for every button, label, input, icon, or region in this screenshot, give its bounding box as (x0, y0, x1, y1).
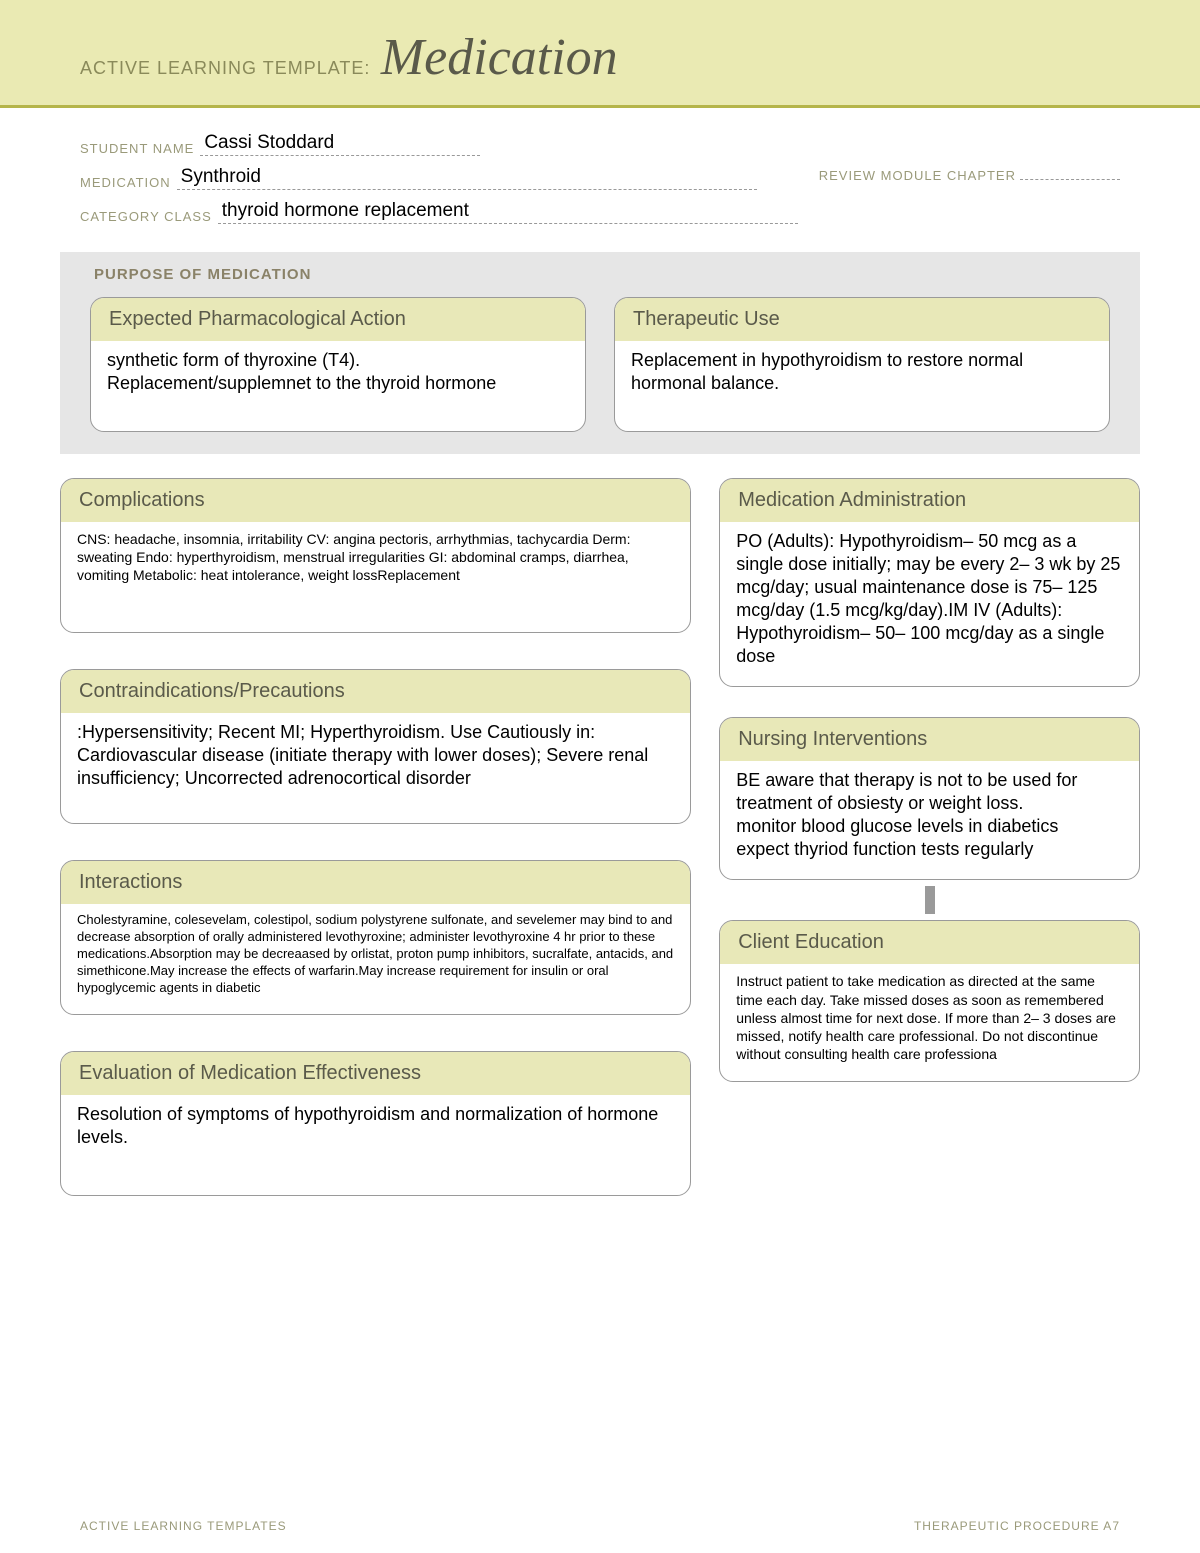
student-name-label: STUDENT NAME (80, 141, 194, 156)
purpose-section: PURPOSE OF MEDICATION Expected Pharmacol… (60, 252, 1140, 454)
footer-left: ACTIVE LEARNING TEMPLATES (80, 1519, 287, 1533)
interactions-card: Interactions Cholestyramine, colesevelam… (60, 860, 691, 1015)
page: ACTIVE LEARNING TEMPLATE: Medication STU… (0, 0, 1200, 1553)
footer: ACTIVE LEARNING TEMPLATES THERAPEUTIC PR… (80, 1519, 1120, 1533)
complications-card: Complications CNS: headache, insomnia, i… (60, 478, 691, 633)
student-name-value: Cassi Stoddard (200, 132, 480, 156)
footer-right: THERAPEUTIC PROCEDURE A7 (914, 1519, 1120, 1533)
evaluation-card: Evaluation of Medication Effectiveness R… (60, 1051, 691, 1196)
header-banner: ACTIVE LEARNING TEMPLATE: Medication (0, 0, 1200, 108)
category-label: CATEGORY CLASS (80, 209, 212, 224)
medication-administration-title: Medication Administration (720, 479, 1139, 522)
client-education-body: Instruct patient to take medication as d… (720, 964, 1139, 1081)
category-value: thyroid hormone replacement (218, 200, 798, 224)
client-education-title: Client Education (720, 921, 1139, 964)
medication-label: MEDICATION (80, 175, 171, 190)
pharmacological-action-title: Expected Pharmacological Action (91, 298, 585, 341)
student-name-row: STUDENT NAME Cassi Stoddard (80, 132, 1120, 156)
nursing-interventions-title: Nursing Interventions (720, 718, 1139, 761)
pharmacological-action-card: Expected Pharmacological Action syntheti… (90, 297, 586, 432)
right-column: Medication Administration PO (Adults): H… (719, 478, 1140, 1196)
complications-title: Complications (61, 479, 690, 522)
review-label: REVIEW MODULE CHAPTER (819, 168, 1016, 183)
connector-line (925, 886, 935, 914)
category-row: CATEGORY CLASS thyroid hormone replaceme… (80, 200, 1120, 224)
interactions-title: Interactions (61, 861, 690, 904)
review-module: REVIEW MODULE CHAPTER (819, 168, 1120, 183)
info-fields: STUDENT NAME Cassi Stoddard MEDICATION S… (0, 108, 1200, 252)
contraindications-card: Contraindications/Precautions :Hypersens… (60, 669, 691, 824)
contraindications-title: Contraindications/Precautions (61, 670, 690, 713)
main-grid: Complications CNS: headache, insomnia, i… (0, 454, 1200, 1196)
template-title: Medication (381, 28, 618, 87)
contraindications-body: :Hypersensitivity; Recent MI; Hyperthyro… (61, 713, 690, 823)
client-education-card: Client Education Instruct patient to tak… (719, 920, 1140, 1082)
interactions-body: Cholestyramine, colesevelam, colestipol,… (61, 904, 690, 1014)
complications-body: CNS: headache, insomnia, irritability CV… (61, 522, 690, 632)
purpose-heading: PURPOSE OF MEDICATION (94, 266, 1110, 283)
therapeutic-use-title: Therapeutic Use (615, 298, 1109, 341)
evaluation-title: Evaluation of Medication Effectiveness (61, 1052, 690, 1095)
medication-administration-body: PO (Adults): Hypothyroidism– 50 mcg as a… (720, 522, 1139, 686)
left-column: Complications CNS: headache, insomnia, i… (60, 478, 691, 1196)
medication-value: Synthroid (177, 166, 757, 190)
template-label: ACTIVE LEARNING TEMPLATE: (80, 58, 370, 79)
therapeutic-use-card: Therapeutic Use Replacement in hypothyro… (614, 297, 1110, 432)
pharmacological-action-body: synthetic form of thyroxine (T4). Replac… (91, 341, 585, 431)
nursing-interventions-card: Nursing Interventions BE aware that ther… (719, 717, 1140, 880)
review-blank (1020, 179, 1120, 180)
medication-administration-card: Medication Administration PO (Adults): H… (719, 478, 1140, 687)
evaluation-body: Resolution of symptoms of hypothyroidism… (61, 1095, 690, 1195)
therapeutic-use-body: Replacement in hypothyroidism to restore… (615, 341, 1109, 431)
nursing-interventions-body: BE aware that therapy is not to be used … (720, 761, 1139, 879)
